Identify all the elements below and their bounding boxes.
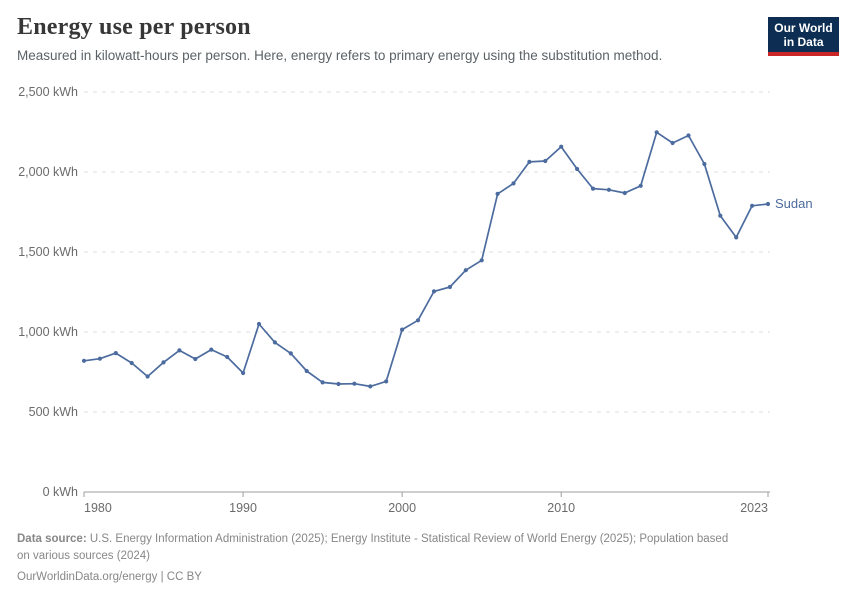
data-point-1994 xyxy=(304,368,309,374)
owid-logo[interactable]: Our World in Data xyxy=(768,17,839,56)
data-point-1984 xyxy=(145,374,150,379)
data-point-1998 xyxy=(368,384,373,389)
citation-line: OurWorldinData.org/energy | CC BY xyxy=(17,571,202,583)
data-point-2003 xyxy=(447,284,452,290)
owid-logo-line1: Our World xyxy=(774,21,833,35)
data-point-1980 xyxy=(81,358,87,363)
y-tick-label-1500: 1,500 kWh xyxy=(18,245,78,259)
data-point-2023 xyxy=(765,201,771,207)
data-point-2004 xyxy=(463,268,468,273)
data-point-2005 xyxy=(479,258,484,263)
data-point-2015 xyxy=(638,183,643,188)
data-line-sudan xyxy=(83,131,769,388)
data-point-2001 xyxy=(415,318,421,323)
chart-subtitle: Measured in kilowatt-hours per person. H… xyxy=(17,48,663,63)
data-point-1989 xyxy=(225,354,230,360)
data-point-2006 xyxy=(495,191,500,196)
data-point-1997 xyxy=(352,381,357,386)
series-label-sudan: Sudan xyxy=(775,196,813,211)
data-source-line: Data source: U.S. Energy Information Adm… xyxy=(17,531,839,564)
page-title: Energy use per person xyxy=(17,14,251,40)
data-point-1993 xyxy=(288,351,293,356)
data-point-2013 xyxy=(606,187,612,192)
y-tick-label-500: 500 kWh xyxy=(28,405,78,419)
y-tick-label-2500: 2,500 kWh xyxy=(18,85,78,99)
data-source-text-2: on various sources (2024) xyxy=(17,549,150,562)
data-point-1996 xyxy=(336,381,341,387)
y-tick-label-1000: 1,000 kWh xyxy=(18,325,78,339)
data-point-2008 xyxy=(527,159,532,164)
data-point-2014 xyxy=(622,190,627,196)
y-tick-label-0: 0 kWh xyxy=(42,485,78,499)
data-point-1983 xyxy=(129,360,134,366)
data-point-2018 xyxy=(686,133,691,138)
x-tick-label-1980: 1980 xyxy=(84,501,112,515)
data-point-1990 xyxy=(241,370,246,376)
data-point-2010 xyxy=(559,144,564,149)
chart-footer: Data source: U.S. Energy Information Adm… xyxy=(17,531,839,586)
data-point-1987 xyxy=(193,356,198,362)
data-point-2007 xyxy=(511,181,516,186)
x-tick-label-2010: 2010 xyxy=(547,501,576,515)
data-point-2000 xyxy=(400,327,405,332)
data-point-2019 xyxy=(702,161,707,167)
y-tick-label-2000: 2,000 kWh xyxy=(18,165,78,179)
data-point-1999 xyxy=(384,379,389,384)
data-point-1985 xyxy=(161,360,166,365)
data-point-2002 xyxy=(431,289,437,294)
data-point-1982 xyxy=(113,351,118,356)
data-point-1991 xyxy=(256,321,262,327)
data-point-2009 xyxy=(543,158,548,164)
owid-logo-line2: in Data xyxy=(783,35,824,49)
data-point-2017 xyxy=(670,140,675,146)
data-point-2011 xyxy=(575,166,580,172)
data-point-1988 xyxy=(209,347,214,352)
data-source-text: U.S. Energy Information Administration (… xyxy=(86,533,729,545)
data-point-2022 xyxy=(750,203,755,208)
data-point-1981 xyxy=(97,356,102,361)
data-source-label: Data source: xyxy=(17,533,87,545)
data-point-2021 xyxy=(734,235,739,240)
data-point-1992 xyxy=(272,340,277,345)
data-point-2020 xyxy=(718,213,723,218)
data-point-1986 xyxy=(177,348,182,353)
x-tick-label-2000: 2000 xyxy=(388,501,417,515)
data-point-2012 xyxy=(590,186,596,191)
data-point-1995 xyxy=(320,380,325,385)
data-point-2016 xyxy=(654,130,659,135)
x-tick-label-2023: 2023 xyxy=(740,501,768,515)
x-tick-label-1990: 1990 xyxy=(229,501,257,515)
